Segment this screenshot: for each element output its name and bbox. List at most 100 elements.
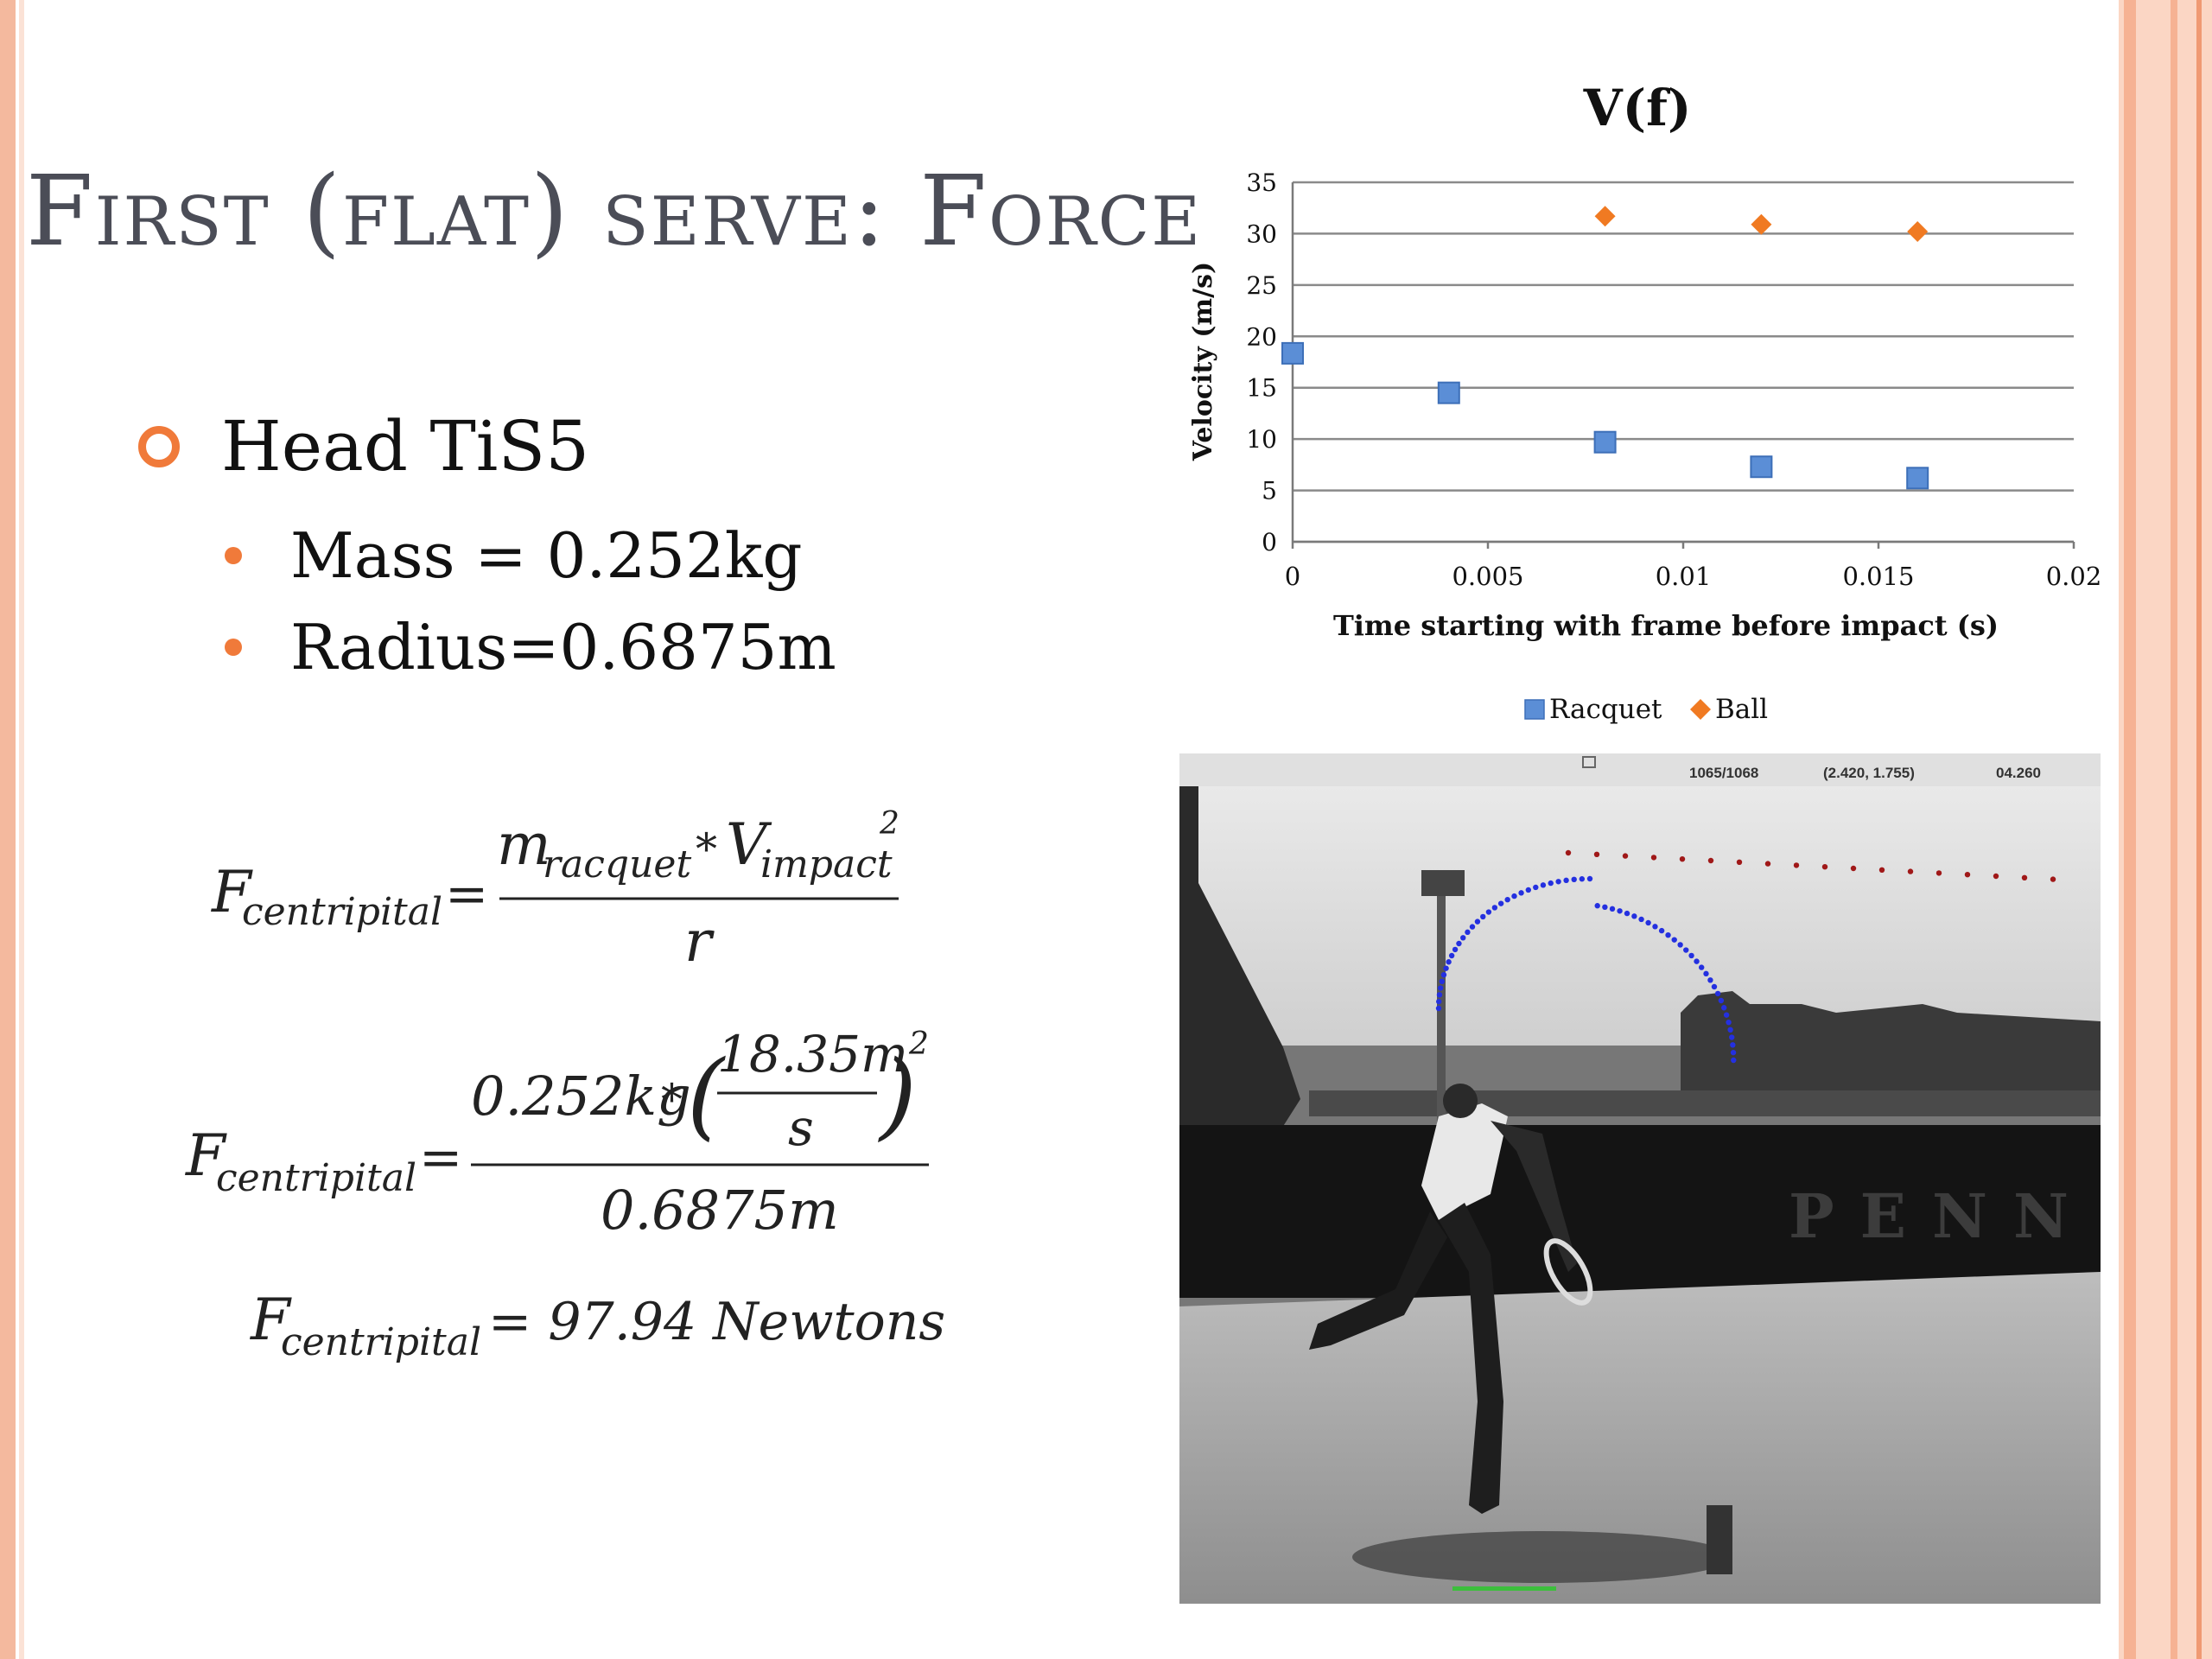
dot-bullet-icon: [225, 639, 242, 656]
f1-num-m-sub: racquet: [543, 842, 691, 887]
racquet-track-dot: [1443, 965, 1449, 971]
formulas: F centripital = m racquet * V impact 2 r…: [173, 795, 950, 1400]
racquet-track-dot: [1579, 876, 1586, 882]
ball-track-dot: [1850, 865, 1857, 872]
racquet-track-dot: [1563, 877, 1569, 884]
y-tick-label: 10: [1246, 425, 1277, 454]
video-time: 04.260: [1996, 765, 2041, 781]
x-tick-label: 0.005: [1452, 562, 1523, 591]
ball-track-dot: [2021, 874, 2028, 880]
x-tick-label: 0: [1285, 562, 1300, 591]
racquet-track-dot: [1731, 1057, 1737, 1064]
ball-track-dot: [1907, 868, 1914, 874]
f2-num-mass: 0.252kg: [471, 1065, 691, 1128]
racquet-point: [1750, 455, 1773, 479]
racquet-track-dot: [1586, 875, 1593, 882]
racquet-point: [1437, 381, 1460, 404]
photo-shadow: [1352, 1531, 1732, 1583]
racquet-track-dot: [1723, 1012, 1730, 1018]
chart-marks: [1281, 206, 1929, 490]
y-tick-label: 35: [1246, 168, 1277, 197]
legend-swatch-racquet: [1524, 699, 1545, 720]
racquet-track-dot: [1555, 879, 1561, 885]
photo-wall-text: PENN: [1789, 1180, 2094, 1252]
slide-border-stripe: [2196, 0, 2202, 1659]
f3-rhs: = 97.94 Newtons: [488, 1292, 945, 1352]
f2-den: 0.6875m: [601, 1179, 839, 1242]
racquet-track-dot: [1518, 890, 1524, 896]
photo-windscreen: [1179, 1125, 2101, 1298]
racquet-track-dot: [1436, 992, 1443, 998]
video-marker-icon: [1582, 756, 1596, 768]
racquet-track-dot: [1469, 924, 1476, 930]
racquet-track-dot: [1448, 952, 1455, 959]
x-tick-label: 0.02: [2046, 562, 2102, 591]
photo-stadium: [1681, 991, 2101, 1116]
racquet-track-dot: [1525, 887, 1532, 893]
x-tick-label: 0.01: [1656, 562, 1712, 591]
racquet-track-dot: [1571, 876, 1577, 883]
ball-track-dot: [1593, 851, 1600, 857]
racquet-track-dot: [1711, 983, 1718, 990]
dot-bullet-icon: [225, 547, 242, 564]
photo-ball-hopper: [1707, 1505, 1732, 1574]
f3-lhs-sub: centripital: [281, 1320, 481, 1364]
f1-num-m: m: [497, 811, 551, 878]
racquet-track-dot: [1548, 880, 1554, 887]
ball-point: [1907, 221, 1929, 243]
paren-right-icon: ): [878, 1039, 917, 1150]
ball-track-dot: [1622, 853, 1629, 859]
sub-bullet-mass: Mass = 0.252kg: [225, 510, 836, 601]
y-tick-label: 5: [1262, 477, 1277, 505]
racquet-track-dot: [1688, 952, 1694, 959]
ball-track-dot: [1707, 857, 1714, 864]
racquet-track-dot: [1437, 985, 1444, 991]
legend-swatch-ball: [1690, 699, 1711, 720]
chart-xlabel: Time starting with frame before impact (…: [1333, 609, 1999, 642]
player-head: [1443, 1084, 1478, 1118]
racquet-track-dot: [1446, 959, 1452, 965]
photo-sky: [1179, 786, 2101, 1046]
racquet-track-dot: [1645, 919, 1651, 926]
racquet-track-dot: [1474, 918, 1481, 925]
player-racquet: [1543, 1238, 1593, 1306]
ball-track-dot: [1793, 862, 1800, 868]
video-frame-counter: 1065/1068: [1689, 765, 1758, 781]
player-front-leg: [1439, 1203, 1503, 1514]
sub-bullet-text: Mass = 0.252kg: [290, 519, 803, 592]
f2-exponent: 2: [908, 1027, 929, 1062]
f1-lhs-sub: centripital: [242, 890, 442, 934]
racquet-track-dot: [1511, 893, 1517, 899]
racquet-track-dot: [1460, 935, 1466, 941]
racquet-point: [1281, 341, 1304, 365]
racquet-track-dot: [1671, 937, 1677, 943]
ball-tracking-dots: [1565, 849, 2056, 882]
ball-track-dot: [1565, 849, 1572, 856]
serve-photo-svg: 1065/1068 (2.420, 1.755) 04.260 PENN: [1179, 753, 2101, 1604]
ball-track-dot: [1679, 856, 1686, 862]
racquet-point: [1593, 430, 1617, 454]
y-tick-label: 15: [1246, 374, 1277, 403]
chart-axes: [1291, 182, 2075, 549]
sub-bullet-list: Mass = 0.252kg Radius=0.6875m: [225, 510, 836, 693]
f2-equals: =: [419, 1128, 462, 1188]
f2-inner-top: 18.35m: [717, 1025, 908, 1084]
photo-light-pole: [1437, 883, 1446, 1151]
slide-title: First (flat) serve: Force: [26, 156, 1203, 268]
formula-centripetal-general: F centripital = m racquet * V impact 2 r: [211, 806, 899, 975]
racquet-track-dot: [1665, 931, 1671, 938]
ball-track-dot: [1821, 864, 1828, 870]
racquet-track-dot: [1435, 1005, 1442, 1012]
video-coordinates: (2.420, 1.755): [1823, 765, 1915, 781]
racquet-track-dot: [1699, 964, 1705, 970]
sub-bullet-radius: Radius=0.6875m: [225, 601, 836, 693]
racquet-track-dot: [1497, 900, 1504, 906]
racquet-track-dot: [1727, 1027, 1733, 1033]
racquet-track-dot: [1436, 998, 1442, 1005]
f2-lhs-sub: centripital: [216, 1156, 416, 1200]
video-header-bar: [1179, 753, 2101, 786]
slide-border-left-inner: [19, 0, 24, 1659]
photo-court: [1179, 1272, 2101, 1604]
racquet-track-dot: [1480, 913, 1486, 920]
ball-point: [1751, 213, 1772, 235]
